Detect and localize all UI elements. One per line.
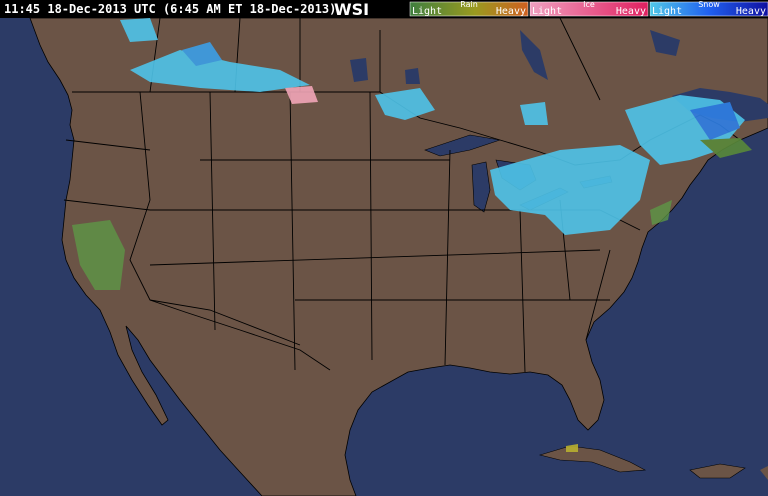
lake (405, 68, 420, 84)
legend-swatch (409, 1, 529, 17)
water (520, 30, 548, 80)
island (760, 466, 768, 480)
legend-title: Rain (460, 0, 478, 9)
water (650, 30, 680, 56)
lake (424, 134, 501, 157)
legend-title: Ice (583, 0, 595, 9)
logo: WSI (334, 0, 369, 19)
legend-swatch (649, 1, 768, 17)
legend-low: Light (652, 6, 682, 17)
legend-low: Light (532, 6, 562, 17)
legend-title: Snow (698, 0, 720, 9)
legend-high: Heavy (496, 6, 526, 17)
legend-high: Heavy (616, 6, 646, 17)
legend-low: Light (412, 6, 442, 17)
timestamp: 11:45 18-Dec-2013 UTC (6:45 AM ET 18-Dec… (4, 2, 336, 16)
legend-high: Heavy (736, 6, 766, 17)
precipitation (72, 18, 752, 452)
legend: Rain Light Heavy Ice Light Heavy Snow Light Heav… (409, 0, 768, 17)
lake (350, 58, 368, 82)
island (689, 463, 746, 479)
legend-swatch (529, 1, 649, 17)
island (538, 445, 647, 473)
lake (471, 161, 491, 213)
